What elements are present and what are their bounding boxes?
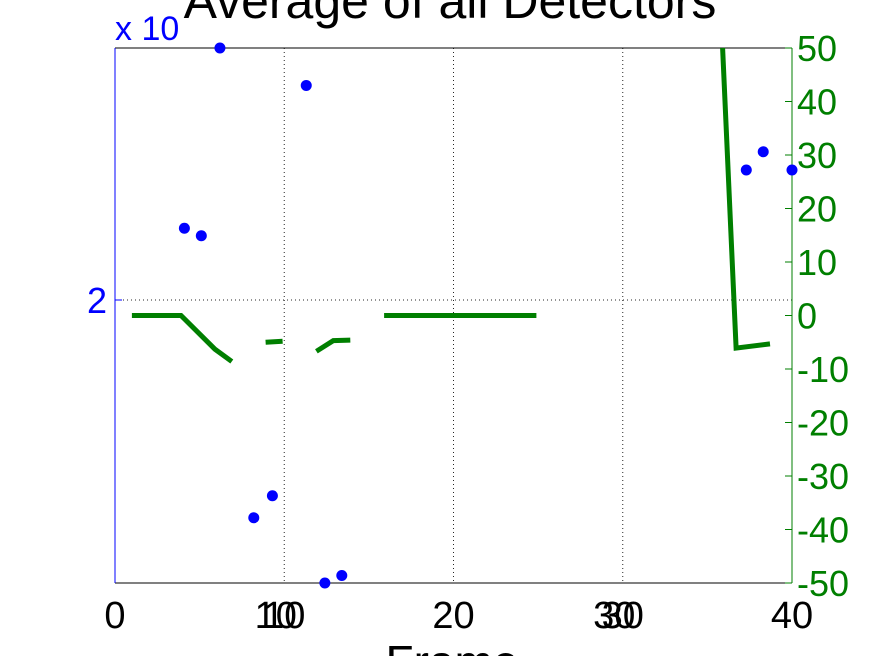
blue-point-series <box>178 42 798 589</box>
right-tick-label: 20 <box>797 189 837 230</box>
data-point <box>178 222 190 234</box>
x-axis-label: Frame <box>386 636 519 656</box>
line-segment <box>720 47 771 351</box>
left-axis-multiplier: x 10 <box>115 10 179 48</box>
right-tick-label: -10 <box>797 349 849 390</box>
right-tick-label: 30 <box>797 135 837 176</box>
data-point <box>214 42 226 54</box>
right-tick-label: -20 <box>797 403 849 444</box>
line-segment <box>315 337 351 354</box>
x-tick-label: 20 <box>432 595 474 637</box>
data-point <box>248 512 260 524</box>
line-segment <box>265 338 283 345</box>
data-point <box>195 230 207 242</box>
x-tick-label: 10 <box>263 595 305 637</box>
right-tick-label: 50 <box>797 28 837 69</box>
right-tick-label: -40 <box>797 510 849 551</box>
right-tick-label: -50 <box>797 563 849 604</box>
axes <box>114 47 793 584</box>
x-tick-label: 40 <box>771 595 813 637</box>
data-point <box>266 490 278 502</box>
x-tick-label: 30 <box>593 595 635 637</box>
right-tick-label: 40 <box>797 82 837 123</box>
x-tick-label: 0 <box>104 595 125 637</box>
data-point <box>757 146 769 158</box>
data-point <box>786 164 798 176</box>
line-segment <box>131 313 234 364</box>
chart-title: Average of all Detectors <box>184 0 717 29</box>
data-point <box>740 164 752 176</box>
green-line-series <box>131 47 771 364</box>
right-tick-label: 0 <box>797 296 817 337</box>
right-tick-label: -30 <box>797 456 849 497</box>
data-point <box>336 570 348 582</box>
left-tick-label: 2 <box>87 280 107 321</box>
data-point <box>300 79 312 91</box>
data-point <box>319 577 331 589</box>
right-tick-label: 10 <box>797 242 837 283</box>
x-tick-label: 30 <box>602 595 644 637</box>
x-tick-label: 10 <box>255 595 297 637</box>
grid-lines <box>115 48 792 583</box>
